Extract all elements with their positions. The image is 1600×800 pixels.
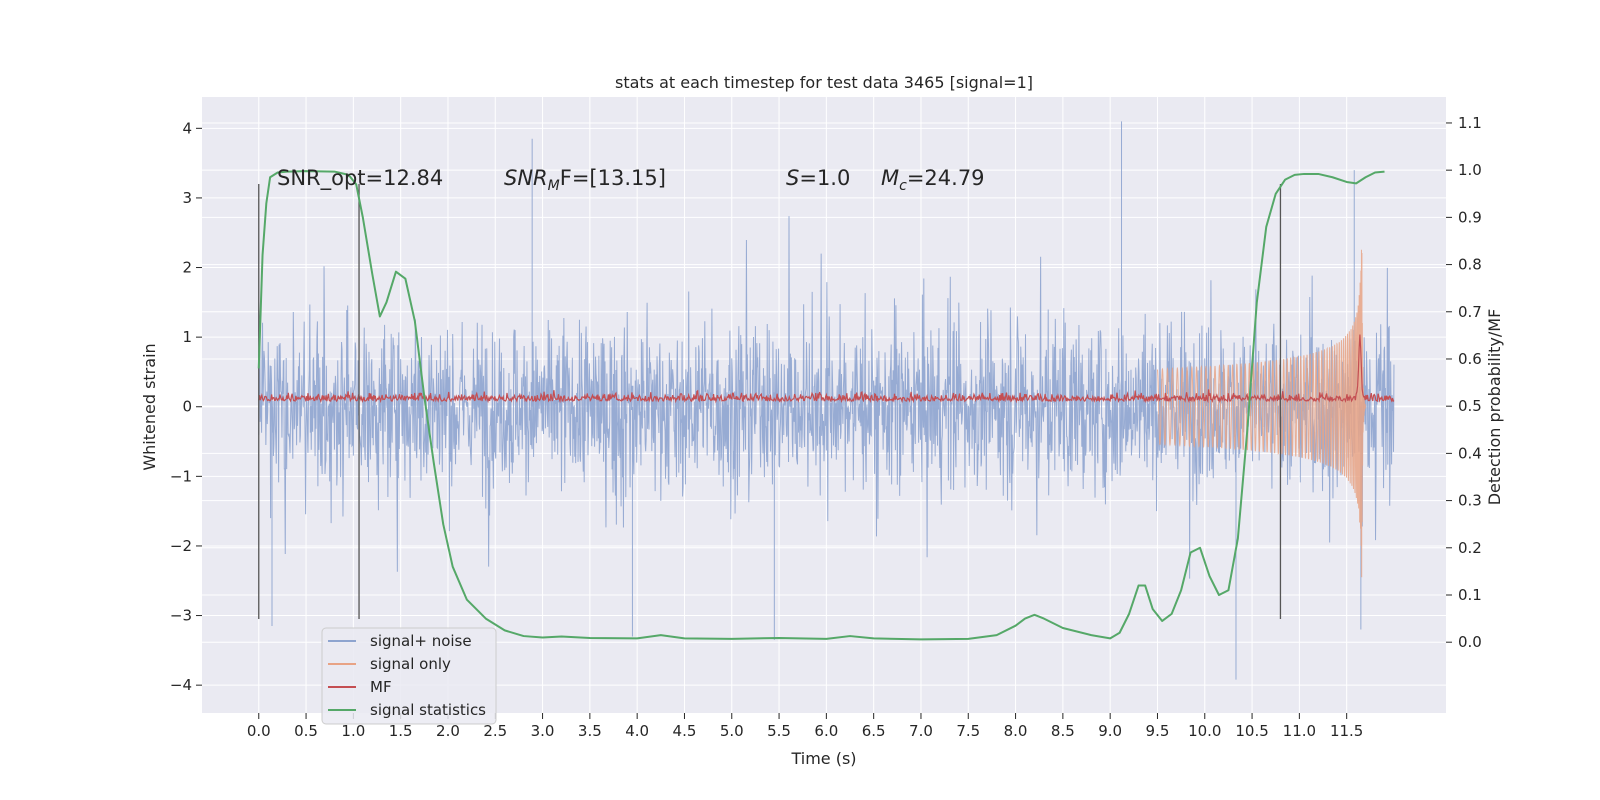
x-tick-label: 5.5 — [767, 722, 791, 740]
x-tick-label: 1.0 — [341, 722, 365, 740]
y-left-axis-label: Whitened strain — [140, 343, 159, 470]
y-left-tick-label: −1 — [170, 467, 192, 485]
x-tick-label: 1.5 — [389, 722, 413, 740]
x-axis-label: Time (s) — [790, 749, 856, 768]
y-right-tick-label: 0.4 — [1458, 444, 1482, 462]
y-left-tick-label: 0 — [182, 398, 192, 416]
y-right-tick-label: 0.1 — [1458, 586, 1482, 604]
x-tick-label: 6.5 — [862, 722, 886, 740]
x-tick-label: 4.5 — [673, 722, 697, 740]
y-right-tick-label: 1.0 — [1458, 161, 1482, 179]
x-tick-label: 0.5 — [294, 722, 318, 740]
y-right-tick-label: 0.2 — [1458, 539, 1482, 557]
legend-box — [321, 627, 497, 725]
x-tick-label: 10.5 — [1235, 722, 1268, 740]
y-left-tick-label: 2 — [182, 259, 192, 277]
y-right-tick-label: 0.3 — [1458, 492, 1482, 510]
y-right-tick-label: 0.0 — [1458, 633, 1482, 651]
x-tick-label: 4.0 — [625, 722, 649, 740]
legend-entry-signal-statistics: signal statistics — [370, 701, 486, 719]
chart-title: stats at each timestep for test data 346… — [615, 73, 1033, 92]
annotation-mc: Mc=24.79 — [881, 166, 985, 194]
y-left-tick-label: 4 — [182, 119, 192, 137]
y-right-tick-label: 0.9 — [1458, 208, 1482, 226]
annotation-snr-mf: SNRMF=[13.15] — [504, 166, 666, 194]
annotation-snr-opt: SNR_opt=12.84 — [277, 166, 443, 191]
y-right-axis-ticks: 0.0 0.1 0.2 0.3 0.4 0.5 0.6 0.7 0.8 0.9 1.0 1.1 — [1446, 114, 1482, 651]
x-tick-label: 9.0 — [1098, 722, 1122, 740]
legend-entry-mf: MF — [370, 678, 392, 696]
y-left-axis-ticks: −4 −3 −2 −1 0 1 2 3 4 — [170, 119, 202, 694]
x-tick-label: 3.0 — [531, 722, 555, 740]
x-tick-label: 7.0 — [909, 722, 933, 740]
x-tick-label: 6.0 — [814, 722, 838, 740]
x-axis-ticks: 0.0 0.5 1.0 1.5 2.0 2.5 3.0 3.5 4.0 4.5 5.0 5.5 6.0 6… — [247, 713, 1363, 740]
mf-series — [258, 334, 1395, 404]
y-left-tick-label: −4 — [170, 676, 192, 694]
x-tick-label: 5.0 — [720, 722, 744, 740]
y-right-tick-label: 0.6 — [1458, 350, 1482, 368]
legend-entry-signal-only: signal only — [370, 655, 451, 673]
mf-line — [258, 334, 1395, 404]
vertical-markers — [258, 184, 1282, 620]
x-tick-label: 8.5 — [1051, 722, 1075, 740]
signal-only-series — [1156, 249, 1367, 578]
x-tick-label: 3.5 — [578, 722, 602, 740]
x-tick-label: 10.0 — [1188, 722, 1221, 740]
x-tick-label: 11.0 — [1283, 722, 1316, 740]
annotation-s: S=1.0 — [786, 166, 850, 190]
y-left-tick-label: 3 — [182, 189, 192, 207]
x-tick-label: 8.0 — [1004, 722, 1028, 740]
x-tick-label: 11.5 — [1330, 722, 1363, 740]
y-right-tick-label: 0.7 — [1458, 303, 1482, 321]
y-right-tick-label: 0.8 — [1458, 256, 1482, 274]
y-left-tick-label: −2 — [170, 537, 192, 555]
x-tick-label: 9.5 — [1146, 722, 1170, 740]
x-tick-label: 2.5 — [483, 722, 507, 740]
grid — [202, 97, 1446, 713]
y-left-tick-label: −3 — [170, 607, 192, 625]
x-tick-label: 2.0 — [436, 722, 460, 740]
x-tick-label: 7.5 — [956, 722, 980, 740]
signal-statistics-series — [257, 170, 1385, 641]
legend-entry-signal-noise: signal+ noise — [370, 632, 472, 650]
x-tick-label: 0.0 — [247, 722, 271, 740]
legend: signal+ noise signal only MF signal stat… — [321, 627, 497, 725]
y-right-tick-label: 0.5 — [1458, 397, 1482, 415]
y-left-tick-label: 1 — [182, 328, 192, 346]
signal-only-line — [1156, 249, 1367, 578]
signal-statistics-line — [257, 170, 1385, 641]
y-right-axis-label: Detection probability/MF — [1485, 309, 1504, 506]
y-right-tick-label: 1.1 — [1458, 114, 1482, 132]
